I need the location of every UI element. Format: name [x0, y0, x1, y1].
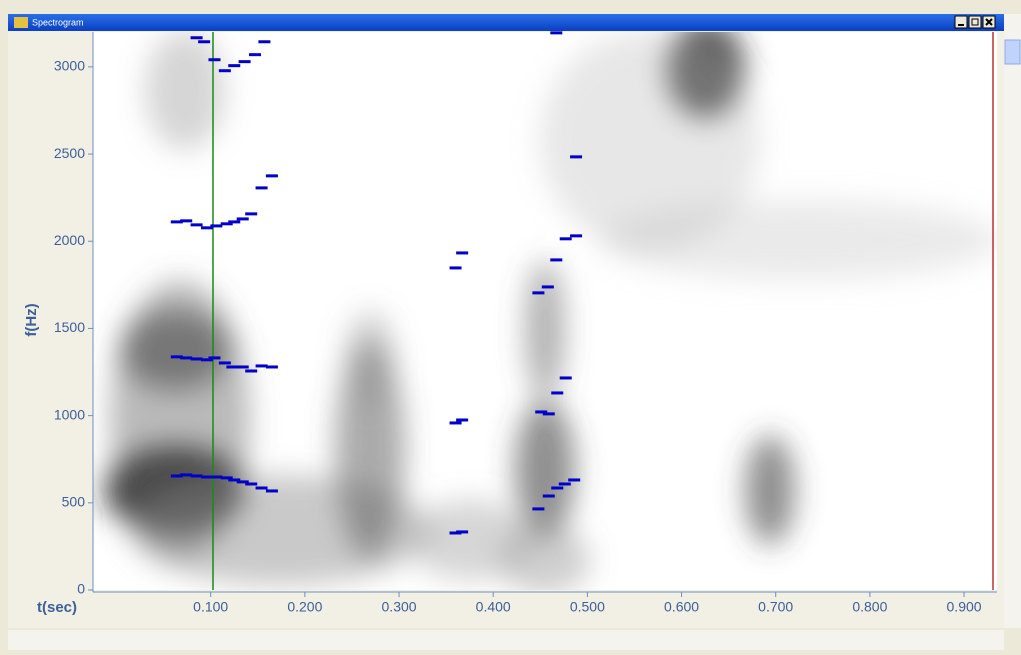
window-title: Spectrogram [32, 17, 84, 27]
formant-mark [228, 64, 240, 67]
formant-mark [239, 60, 251, 63]
formant-mark [245, 212, 257, 215]
formant-mark [266, 365, 278, 368]
formant-mark [210, 224, 222, 227]
y-tick-label: 2000 [54, 232, 85, 248]
x-tick-label: 0.800 [852, 599, 887, 615]
formant-mark [237, 365, 249, 368]
horizontal-scrollbar[interactable] [8, 630, 1004, 650]
formant-mark [237, 217, 249, 220]
formant-mark [550, 31, 562, 34]
formant-mark [532, 507, 544, 510]
formant-mark [208, 58, 220, 61]
formant-mark [198, 40, 210, 43]
formant-mark [226, 365, 238, 368]
formant-mark [456, 418, 468, 421]
formant-mark [551, 391, 563, 394]
formant-mark [258, 40, 270, 43]
y-tick-label: 1000 [54, 406, 85, 422]
formant-mark [532, 291, 544, 294]
formant-mark [245, 369, 257, 372]
window-icon [14, 17, 28, 28]
formant-mark [219, 69, 231, 72]
x-tick-label: 0.900 [947, 599, 982, 615]
formant-mark [219, 361, 231, 364]
x-tick-label: 0.400 [476, 599, 511, 615]
y-axis-label: f(Hz) [23, 303, 40, 336]
formant-mark [559, 482, 571, 485]
formant-mark [249, 53, 261, 56]
y-tick-label: 1500 [54, 319, 85, 335]
y-tick-label: 0 [77, 581, 85, 597]
formant-mark [191, 36, 203, 39]
formant-mark [543, 495, 555, 498]
y-tick-label: 2500 [54, 145, 85, 161]
spectrogram-window: Spectrogram f(Hz) t(sec) 0 500 1000 1500 200… [0, 0, 1021, 650]
formant-mark [256, 186, 268, 189]
formant-mark [542, 285, 554, 288]
formant-mark [210, 476, 222, 479]
formant-mark [550, 258, 562, 261]
x-tick-label: 0.600 [664, 599, 699, 615]
scroll-thumb[interactable] [1005, 40, 1020, 64]
formant-mark [570, 234, 582, 237]
formant-mark [266, 174, 278, 177]
formant-mark [256, 364, 268, 367]
formant-mark [191, 357, 203, 360]
x-tick-label: 0.200 [287, 599, 322, 615]
formant-mark [180, 219, 192, 222]
formant-mark [208, 356, 220, 359]
x-tick-label: 0.700 [758, 599, 793, 615]
formant-mark [450, 266, 462, 269]
x-tick-label: 0.100 [193, 599, 228, 615]
formant-mark [560, 237, 572, 240]
y-tick-label: 500 [62, 494, 86, 510]
formant-mark [570, 155, 582, 158]
formant-mark [245, 482, 257, 485]
formant-mark [228, 220, 240, 223]
formant-mark [180, 473, 192, 476]
formant-mark [256, 486, 268, 489]
formant-mark [551, 486, 563, 489]
formant-mark [266, 489, 278, 492]
formant-mark [568, 478, 580, 481]
x-tick-label: 0.300 [382, 599, 417, 615]
x-axis-label: t(sec) [37, 599, 77, 616]
y-tick-label: 3000 [54, 58, 85, 74]
formant-mark [191, 223, 203, 226]
vertical-scrollbar[interactable] [1004, 14, 1021, 628]
formant-mark [456, 251, 468, 254]
formant-mark [191, 474, 203, 477]
formant-mark [180, 356, 192, 359]
x-tick-label: 0.500 [570, 599, 605, 615]
formant-mark [543, 412, 555, 415]
formant-mark [456, 530, 468, 533]
title-bar [8, 14, 1004, 31]
window-buttons[interactable] [955, 16, 995, 28]
formant-mark [560, 376, 572, 379]
formant-mark [450, 421, 462, 424]
